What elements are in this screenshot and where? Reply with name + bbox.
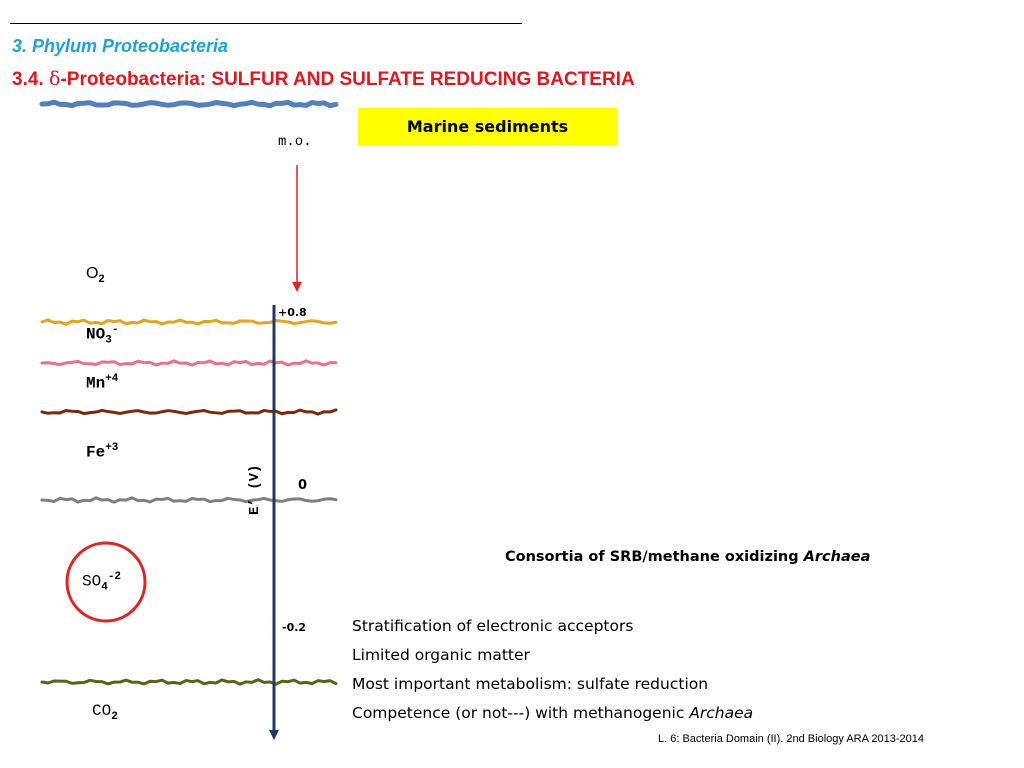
sulfate-highlight-circle (65, 541, 147, 623)
methanogenic-layer-line (40, 678, 338, 686)
nitrate-layer-line (40, 318, 338, 326)
potential-bottom-label: -0.2 (282, 621, 307, 634)
sulfate-label: SO4-2 (82, 571, 122, 594)
phylum-heading: 3. Phylum Proteobacteria (12, 36, 229, 56)
zero-potential-layer-line (40, 496, 338, 504)
footer-citation: L. 6: Bacteria Domain (II). 2nd Biology … (658, 733, 924, 745)
section-title: -Proteobacteria: SULFUR AND SULFATE REDU… (60, 69, 635, 90)
marine-sediments-badge: Marine sediments (358, 108, 617, 145)
surface-layer-line (39, 99, 339, 109)
potential-top-label: +0.8 (278, 306, 307, 319)
carbon-dioxide-label: CO2 (92, 702, 118, 724)
section-number: 3.4. (12, 69, 49, 90)
header-rule (10, 23, 522, 24)
organic-matter-label: m.o. (278, 134, 312, 150)
notes-list: Stratification of electronic acceptors L… (352, 612, 753, 728)
section-heading: 3.4. δ-Proteobacteria: SULFUR AND SULFAT… (12, 68, 635, 91)
oxygen-label: O2 (86, 265, 105, 286)
axis-label: E’ (V) (247, 464, 263, 515)
manganese-layer-line (40, 359, 338, 367)
note-item: Competence (or not---) with methanogenic… (352, 704, 754, 722)
nitrate-label: NO3- (86, 324, 119, 347)
consortia-caption: Consortia of SRB/methane oxidizing Archa… (505, 549, 871, 565)
iron-layer-line (40, 408, 338, 416)
note-item: Stratification of electronic acceptors (352, 617, 634, 635)
manganese-label: Mn+4 (86, 373, 119, 393)
iron-label: Fe+3 (86, 442, 119, 462)
delta-symbol: δ (48, 68, 61, 90)
note-item: Limited organic matter (352, 646, 530, 664)
note-item: Most important metabolism: sulfate reduc… (352, 675, 709, 693)
potential-zero-label: 0 (298, 478, 308, 493)
